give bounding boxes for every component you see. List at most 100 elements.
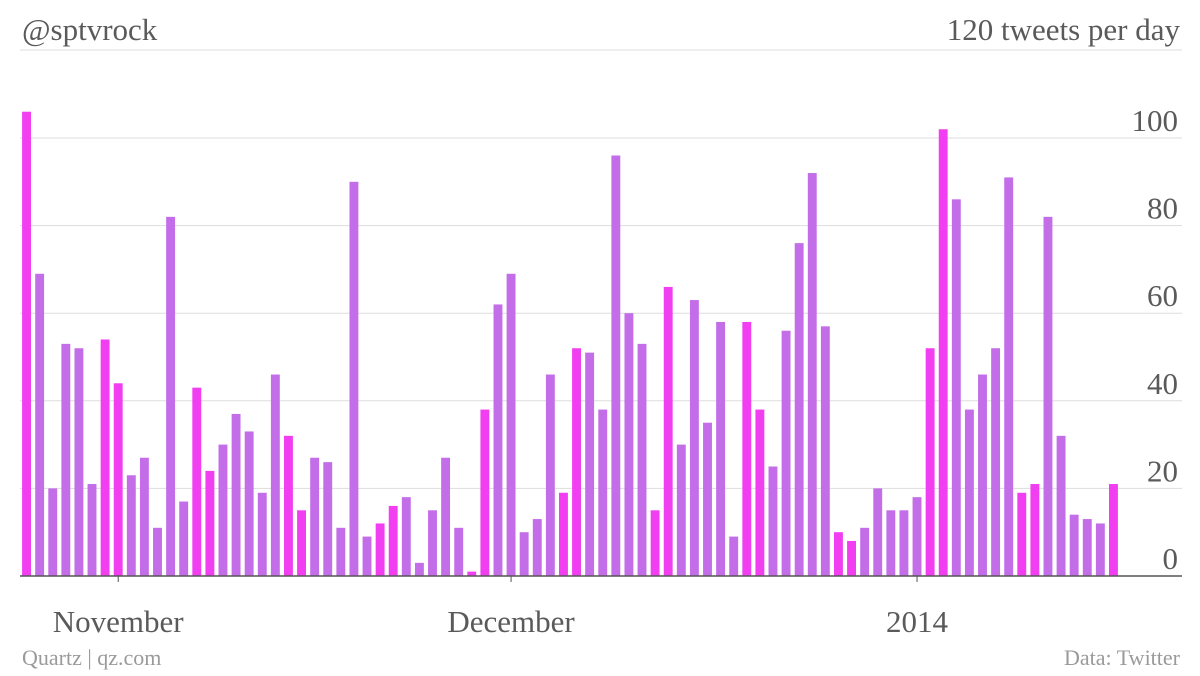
bar bbox=[22, 111, 31, 576]
bar bbox=[428, 510, 437, 576]
bar bbox=[401, 497, 411, 576]
bar bbox=[899, 510, 909, 576]
bar bbox=[991, 348, 1001, 576]
bar bbox=[297, 510, 306, 576]
bar bbox=[689, 300, 699, 576]
bar bbox=[336, 527, 346, 576]
bar bbox=[938, 129, 948, 577]
bar bbox=[532, 519, 542, 576]
bar bbox=[755, 409, 765, 576]
bar bbox=[1056, 435, 1066, 576]
bar bbox=[781, 330, 791, 576]
bar bbox=[1043, 216, 1053, 576]
bar bbox=[375, 523, 385, 576]
bar bbox=[703, 422, 712, 576]
bar bbox=[637, 343, 647, 576]
bars bbox=[22, 111, 1118, 577]
bar bbox=[166, 216, 176, 576]
bar bbox=[820, 326, 830, 576]
bar bbox=[676, 444, 686, 576]
bar bbox=[218, 444, 228, 576]
y-tick-label: 100 bbox=[1132, 103, 1179, 138]
bar bbox=[323, 462, 333, 576]
y-tick-label: 0 bbox=[1163, 541, 1179, 576]
bar bbox=[441, 457, 451, 576]
bar bbox=[506, 273, 516, 576]
bar bbox=[847, 540, 856, 576]
bar bbox=[834, 532, 843, 576]
bar bbox=[807, 173, 817, 577]
bar bbox=[349, 181, 359, 577]
bar bbox=[519, 532, 529, 576]
bar bbox=[153, 527, 162, 576]
bar bbox=[35, 273, 45, 576]
source-text: Data: Twitter bbox=[1064, 645, 1180, 670]
x-tick-label: 2014 bbox=[886, 604, 949, 639]
bar bbox=[310, 457, 320, 576]
bar bbox=[978, 374, 987, 576]
bar bbox=[716, 321, 726, 576]
bar bbox=[768, 466, 778, 576]
x-axis: November December 2014 bbox=[20, 575, 1182, 639]
bar bbox=[650, 510, 660, 576]
bar bbox=[794, 243, 804, 576]
bar bbox=[100, 339, 110, 576]
bar bbox=[873, 488, 883, 576]
bar bbox=[231, 413, 241, 576]
x-tick-label: December bbox=[447, 604, 575, 639]
bar bbox=[572, 348, 581, 576]
bar bbox=[179, 501, 189, 576]
bar bbox=[585, 352, 595, 576]
bar bbox=[860, 527, 870, 576]
bar bbox=[624, 313, 634, 576]
bar bbox=[925, 348, 935, 576]
bar bbox=[663, 286, 673, 576]
bar bbox=[414, 562, 424, 576]
bar bbox=[270, 374, 280, 576]
bar bbox=[192, 387, 202, 576]
y-tick-label: 60 bbox=[1147, 278, 1178, 313]
bar bbox=[729, 536, 739, 576]
bar bbox=[1017, 492, 1027, 576]
bar bbox=[74, 348, 84, 576]
bar bbox=[284, 435, 293, 576]
bar bbox=[480, 409, 490, 576]
bar bbox=[886, 510, 896, 576]
y-tick-label: 40 bbox=[1147, 366, 1178, 401]
bar bbox=[742, 321, 752, 576]
bar bbox=[362, 536, 372, 576]
bar bbox=[1030, 484, 1040, 576]
bar bbox=[545, 374, 555, 576]
credit-text: Quartz | qz.com bbox=[22, 645, 162, 670]
x-tick-label: November bbox=[53, 604, 185, 639]
bar bbox=[454, 527, 464, 576]
bar bbox=[139, 457, 149, 576]
chart-subtitle: 120 tweets per day bbox=[946, 12, 1180, 47]
bar bbox=[559, 492, 568, 576]
bar bbox=[388, 505, 398, 576]
bar bbox=[1069, 514, 1079, 576]
bar bbox=[48, 488, 58, 576]
y-tick-label: 80 bbox=[1147, 191, 1178, 226]
bar bbox=[598, 409, 608, 576]
bar bbox=[1004, 177, 1014, 577]
bar bbox=[61, 343, 71, 576]
bar bbox=[467, 571, 477, 576]
bar bbox=[964, 409, 974, 576]
bar bbox=[611, 155, 621, 576]
bar bbox=[205, 470, 215, 576]
y-axis: 0 20 40 60 80 100 bbox=[1132, 103, 1179, 576]
bar bbox=[1109, 484, 1118, 576]
bar bbox=[912, 497, 922, 576]
y-tick-label: 20 bbox=[1147, 453, 1178, 488]
bar bbox=[244, 431, 254, 576]
chart-title: @sptvrock bbox=[22, 12, 158, 47]
gridlines bbox=[20, 137, 1182, 489]
bar bbox=[493, 304, 503, 576]
bar bbox=[257, 492, 267, 576]
bar bbox=[113, 383, 123, 576]
bar bbox=[87, 484, 97, 576]
bar bbox=[951, 199, 961, 576]
bar bbox=[126, 475, 136, 576]
